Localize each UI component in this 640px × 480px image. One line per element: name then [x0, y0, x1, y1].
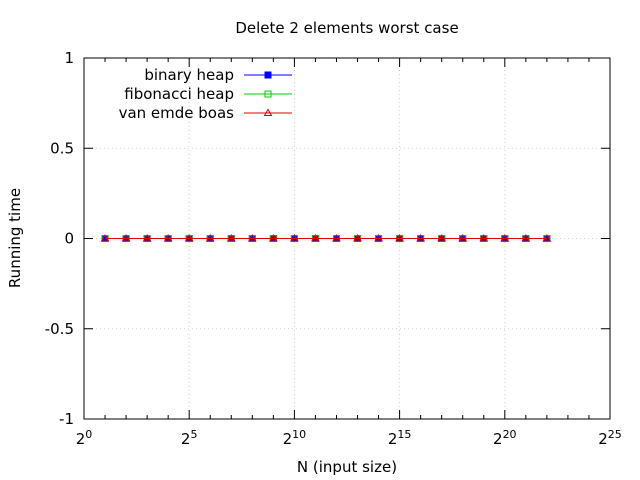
series-van-emde-boas: [100, 234, 552, 242]
data-point: [521, 234, 531, 242]
data-point: [332, 234, 341, 242]
data-point: [311, 234, 320, 242]
data-point: [205, 234, 215, 242]
data-point: [247, 234, 257, 242]
x-tick-label: 215: [388, 428, 412, 448]
data-point: [142, 234, 152, 242]
y-tick-label: -1: [59, 410, 74, 428]
legend-marker: [264, 90, 272, 98]
legend-marker: [263, 108, 273, 116]
data-point: [226, 234, 236, 242]
data-point: [500, 234, 510, 242]
y-tick-label: 0.5: [50, 139, 74, 157]
chart-title: Delete 2 elements worst case: [235, 19, 458, 37]
data-point: [290, 234, 299, 242]
x-tick-label: 220: [493, 428, 517, 448]
ticks: 20 25 210 215 220 225 -1 -0.5 0 0.5 1: [45, 49, 622, 448]
legend-label: van emde boas: [119, 104, 235, 122]
data-point: [374, 234, 383, 242]
x-axis-label: N (input size): [297, 458, 397, 476]
data-point: [353, 234, 362, 242]
x-tick-label: 225: [598, 428, 622, 448]
data-point: [458, 234, 468, 242]
data-point: [479, 234, 489, 242]
y-axis-label: Running time: [6, 188, 24, 288]
y-tick-label: 0: [64, 230, 74, 248]
x-tick-label: 210: [283, 428, 307, 448]
legend-item: fibonacci heap: [124, 85, 292, 103]
data-point: [184, 234, 194, 242]
legend-item: van emde boas: [119, 104, 292, 122]
y-tick-label: -0.5: [45, 320, 74, 338]
y-tick-label: 1: [64, 49, 74, 67]
data-point: [100, 234, 110, 242]
x-tick-label: 20: [76, 428, 93, 448]
x-tick-label: 25: [181, 428, 198, 448]
data-point: [268, 234, 278, 242]
data-point: [542, 234, 552, 242]
legend-label: binary heap: [144, 66, 234, 84]
legend-item: binary heap: [144, 66, 292, 84]
data-point: [416, 234, 426, 242]
legend-label: fibonacci heap: [124, 85, 234, 103]
series-layer: [100, 234, 552, 242]
data-point: [437, 234, 447, 242]
data-point: [395, 234, 404, 242]
data-point: [121, 234, 131, 242]
data-point: [163, 234, 173, 242]
legend-marker: [264, 71, 272, 79]
